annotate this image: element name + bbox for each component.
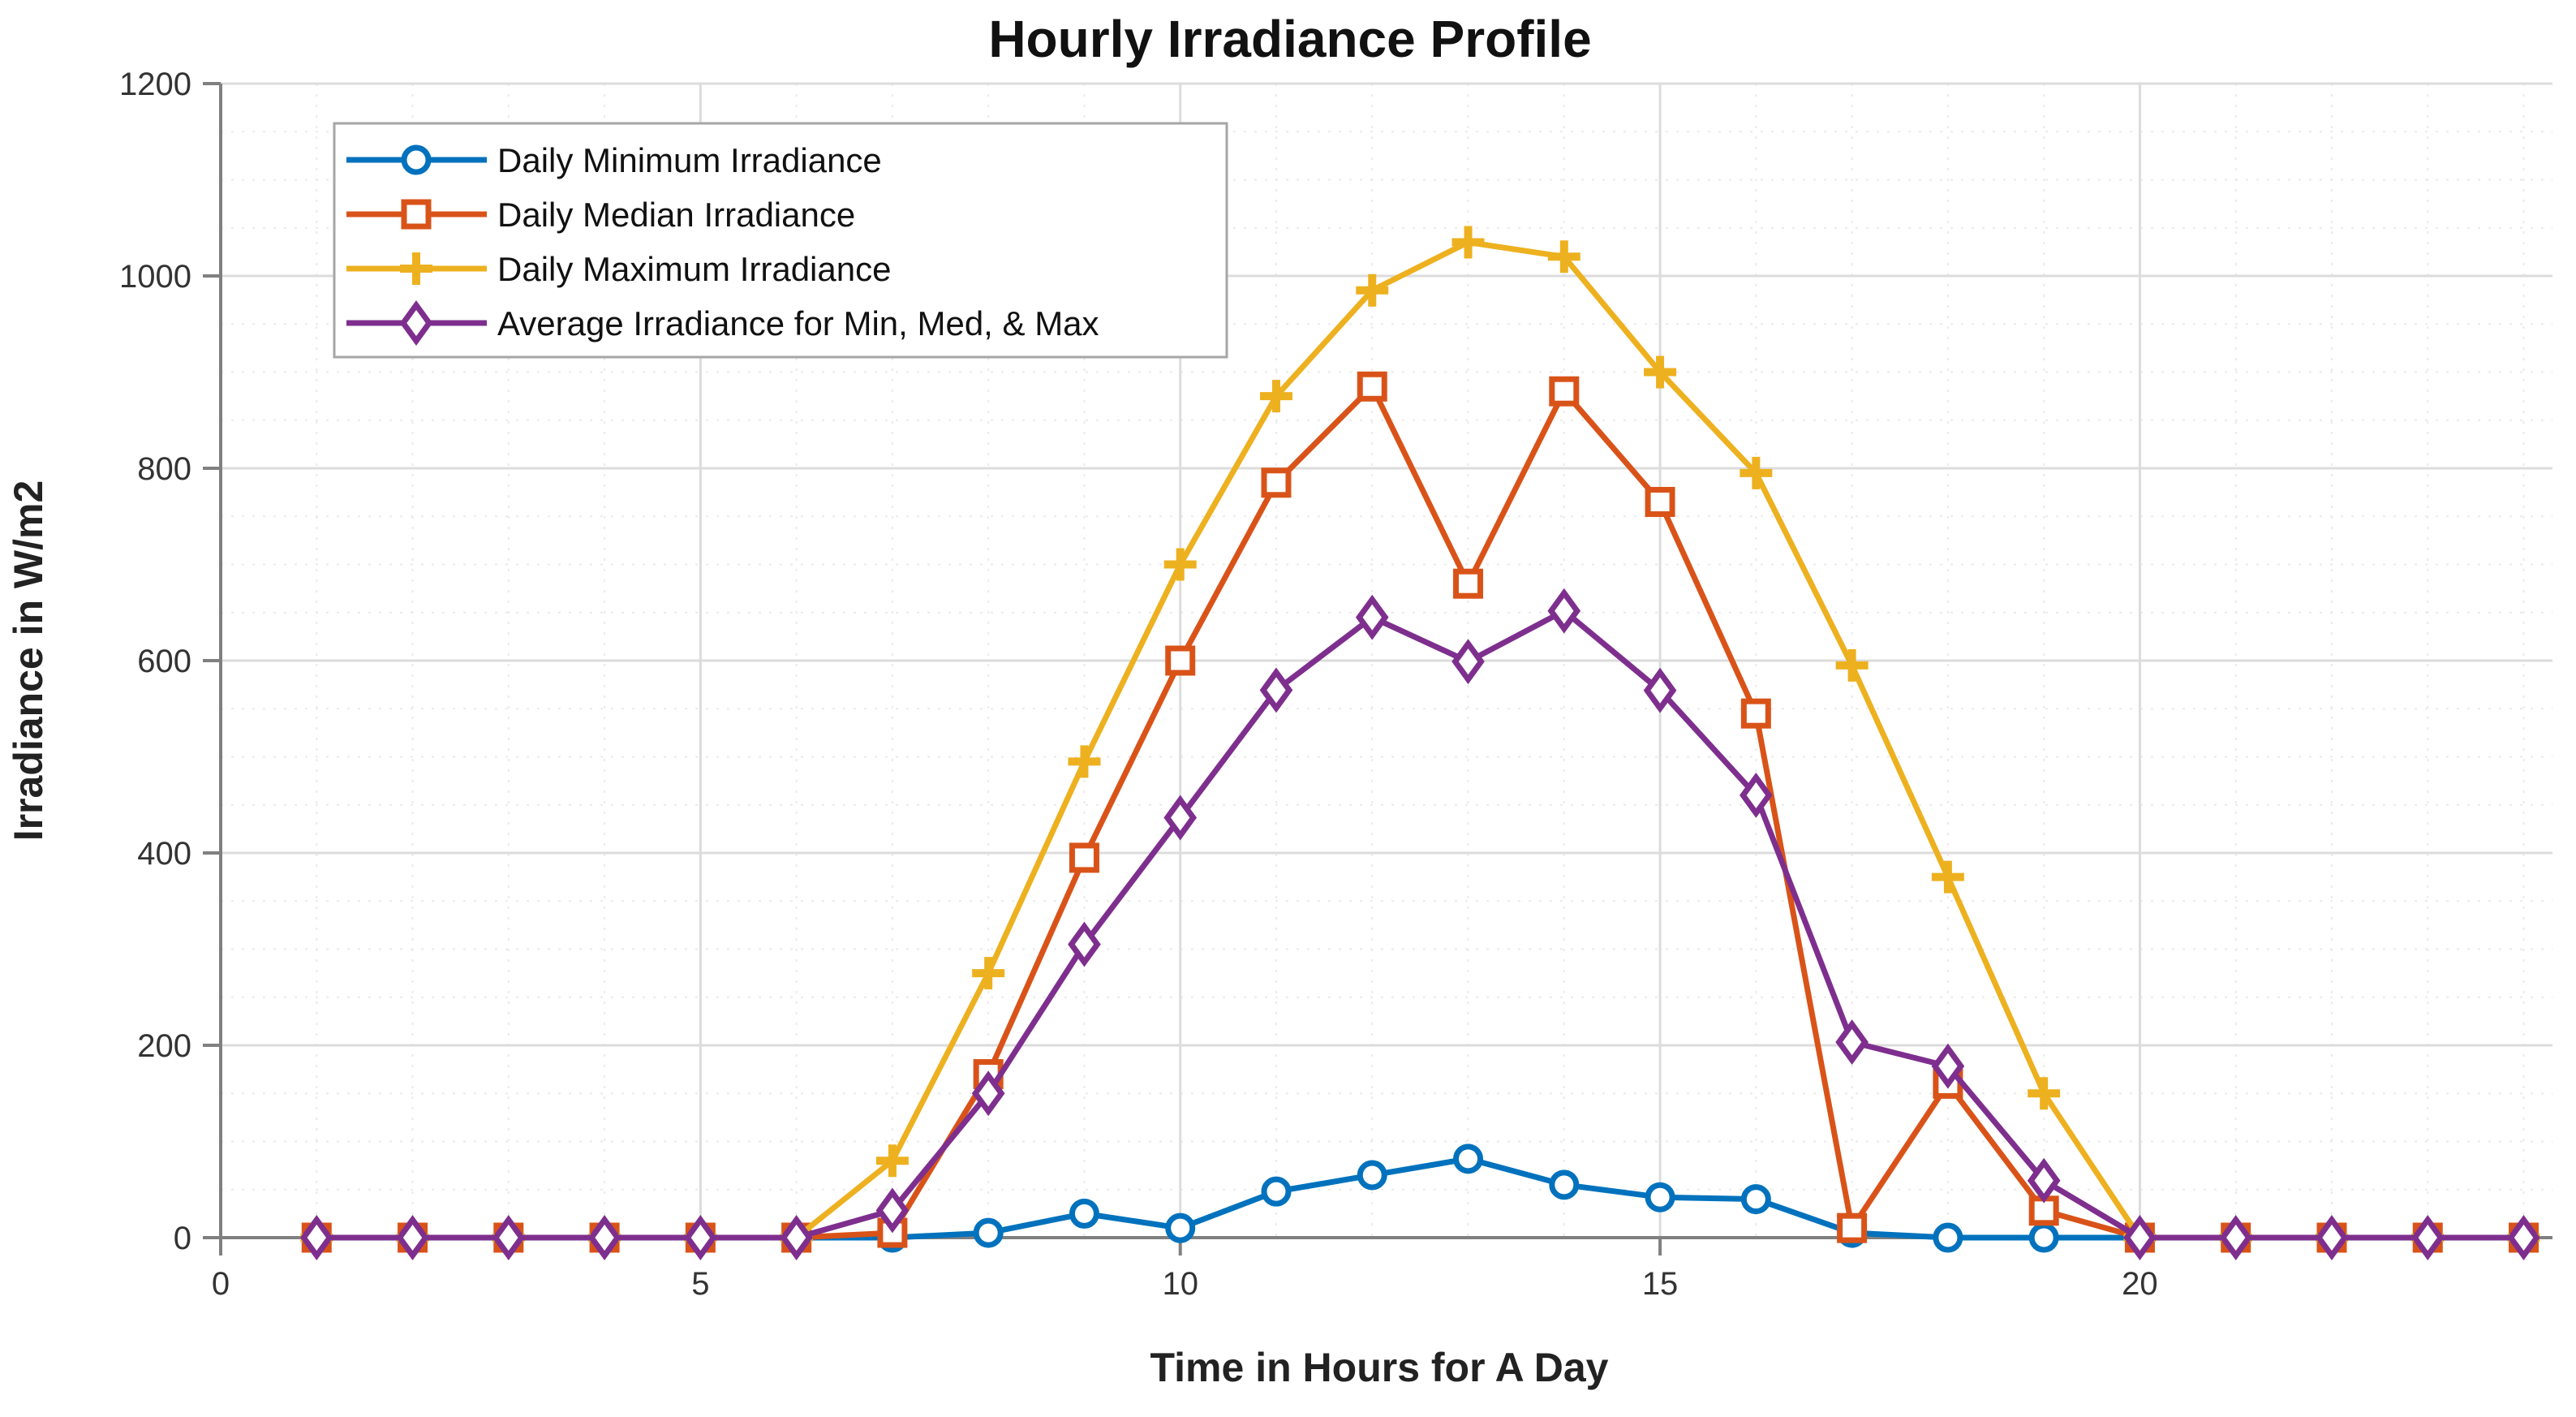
series-daily-median-irradiance-marker-h12	[1357, 371, 1387, 402]
series-daily-maximum-irradiance-marker-h14	[1547, 240, 1580, 273]
x-axis-label: Time in Hours for A Day	[1150, 1345, 1609, 1390]
y-tick-label-200: 200	[137, 1028, 191, 1064]
series-daily-maximum-irradiance-marker-h8	[972, 957, 1005, 990]
series-daily-maximum-irradiance-marker-h11	[1259, 380, 1292, 413]
x-tick-label-5: 5	[691, 1266, 709, 1302]
series-daily-median-irradiance-marker-h16	[1740, 698, 1771, 729]
series-daily-minimum-irradiance-marker-h10	[1165, 1212, 1196, 1243]
x-tick-label-10: 10	[1162, 1266, 1198, 1302]
y-tick-label-0: 0	[174, 1221, 191, 1256]
series-average-irradiance-for-min-med-max-marker-h11	[1259, 667, 1293, 713]
series-daily-maximum-irradiance-marker-h10	[1163, 548, 1197, 581]
series-daily-minimum-irradiance-marker-h18	[1933, 1222, 1963, 1253]
legend-item-daily-median-irradiance: Daily Median Irradiance	[346, 196, 855, 234]
y-tick-label-600: 600	[137, 644, 191, 679]
legend-marker-diamond-icon	[399, 300, 433, 346]
y-tick-label-1200: 1200	[119, 67, 191, 102]
legend-label-average-irradiance-for-min-med-max: Average Irradiance for Min, Med, & Max	[497, 304, 1099, 342]
series-average-irradiance-for-min-med-max-marker-h10	[1163, 795, 1198, 841]
y-tick-label-1000: 1000	[119, 259, 191, 295]
chart-title: Hourly Irradiance Profile	[988, 10, 1591, 68]
series-daily-maximum-irradiance-marker-h17	[1835, 648, 1869, 682]
legend-item-daily-minimum-irradiance: Daily Minimum Irradiance	[346, 141, 882, 179]
legend-marker-plus-icon	[400, 252, 432, 285]
series-daily-median-irradiance-marker-h13	[1453, 568, 1484, 599]
series-average-irradiance-for-min-med-max-marker-h1	[299, 1215, 333, 1260]
legend-item-daily-maximum-irradiance: Daily Maximum Irradiance	[346, 250, 891, 288]
series-daily-maximum-irradiance-marker-h15	[1644, 355, 1677, 389]
x-tick-label-20: 20	[2122, 1266, 2158, 1302]
legend-marker-circle-icon	[401, 144, 432, 175]
legend-label-daily-median-irradiance: Daily Median Irradiance	[497, 196, 855, 234]
series-daily-minimum-irradiance-marker-h11	[1261, 1176, 1292, 1207]
series-daily-maximum-irradiance-marker-h9	[1068, 745, 1101, 778]
series-average-irradiance-for-min-med-max-marker-h24	[2507, 1215, 2540, 1260]
series-average-irradiance-for-min-med-max-marker-h7	[875, 1187, 910, 1234]
series-average-irradiance-for-min-med-max-marker-h15	[1643, 667, 1677, 713]
series-average-irradiance-for-min-med-max-marker-h20	[2123, 1215, 2157, 1260]
series-average-irradiance-for-min-med-max-marker-h5	[684, 1215, 717, 1260]
series-daily-maximum-irradiance-marker-h16	[1740, 456, 1773, 489]
series-daily-minimum-irradiance-marker-h14	[1549, 1169, 1580, 1200]
legend-label-daily-maximum-irradiance: Daily Maximum Irradiance	[497, 250, 891, 288]
series-daily-median-irradiance-marker-h9	[1069, 842, 1099, 873]
series-daily-minimum-irradiance-marker-h19	[2028, 1222, 2059, 1253]
series-daily-minimum-irradiance-marker-h13	[1453, 1144, 1484, 1174]
y-tick-label-400: 400	[137, 836, 191, 872]
series-daily-minimum-irradiance-marker-h12	[1357, 1160, 1387, 1191]
series-average-irradiance-for-min-med-max	[299, 588, 2540, 1260]
legend-marker-square-icon	[401, 199, 432, 230]
series-daily-minimum-irradiance-marker-h8	[973, 1217, 1004, 1248]
series-average-irradiance-for-min-med-max-marker-h2	[396, 1215, 429, 1260]
x-tick-label-15: 15	[1642, 1266, 1679, 1302]
series-daily-minimum-irradiance-marker-h9	[1069, 1198, 1099, 1229]
series-average-irradiance-for-min-med-max-marker-h12	[1355, 594, 1389, 640]
legend: Daily Minimum Irradiance Daily Median Irr…	[333, 122, 1228, 359]
legend-item-average-irradiance-for-min-med-max: Average Irradiance for Min, Med, & Max	[346, 300, 1099, 346]
series-average-irradiance-for-min-med-max-marker-h8	[971, 1070, 1005, 1117]
y-axis-label: Irradiance in W/m2	[6, 480, 51, 842]
x-tick-label-0: 0	[212, 1266, 230, 1302]
series-average-irradiance-for-min-med-max-marker-h3	[492, 1215, 526, 1260]
series-daily-maximum-irradiance-marker-h12	[1356, 273, 1389, 307]
y-tick-label-800: 800	[137, 451, 191, 487]
series-average-irradiance-for-min-med-max-marker-h22	[2315, 1215, 2349, 1260]
series-daily-median-irradiance-marker-h10	[1165, 645, 1196, 676]
series-average-irradiance-for-min-med-max-marker-h23	[2410, 1215, 2445, 1260]
series-daily-minimum-irradiance-marker-h16	[1740, 1184, 1771, 1215]
series-daily-median-irradiance-marker-h11	[1261, 467, 1292, 498]
series-average-irradiance-for-min-med-max-marker-h17	[1835, 1019, 1869, 1066]
series-average-irradiance-for-min-med-max-marker-h6	[780, 1215, 813, 1260]
series-average-irradiance-for-min-med-max-marker-h16	[1740, 772, 1773, 818]
series-average-irradiance-for-min-med-max-marker-h18	[1931, 1043, 1965, 1089]
series-layer	[299, 226, 2540, 1260]
series-average-irradiance-for-min-med-max-marker-h21	[2219, 1215, 2253, 1260]
series-average-irradiance-for-min-med-max-marker-h4	[587, 1215, 621, 1260]
series-average-irradiance-for-min-med-max-marker-h14	[1547, 588, 1581, 634]
series-daily-median-irradiance-marker-h17	[1837, 1212, 1868, 1243]
series-daily-maximum-irradiance-marker-h19	[2028, 1077, 2061, 1110]
series-daily-minimum-irradiance-marker-h15	[1645, 1182, 1675, 1212]
series-daily-median-irradiance-marker-h14	[1549, 376, 1580, 407]
series-average-irradiance-for-min-med-max-marker-h13	[1451, 639, 1485, 685]
series-daily-maximum-irradiance-marker-h18	[1931, 860, 1964, 894]
legend-label-daily-minimum-irradiance: Daily Minimum Irradiance	[497, 141, 882, 179]
series-average-irradiance-for-min-med-max-marker-h19	[2027, 1157, 2061, 1204]
series-daily-maximum-irradiance-marker-h13	[1451, 226, 1485, 259]
series-average-irradiance-for-min-med-max-marker-h9	[1068, 921, 1101, 967]
series-daily-median-irradiance-marker-h15	[1645, 486, 1675, 517]
series-daily-maximum-irradiance-marker-h7	[875, 1144, 909, 1178]
